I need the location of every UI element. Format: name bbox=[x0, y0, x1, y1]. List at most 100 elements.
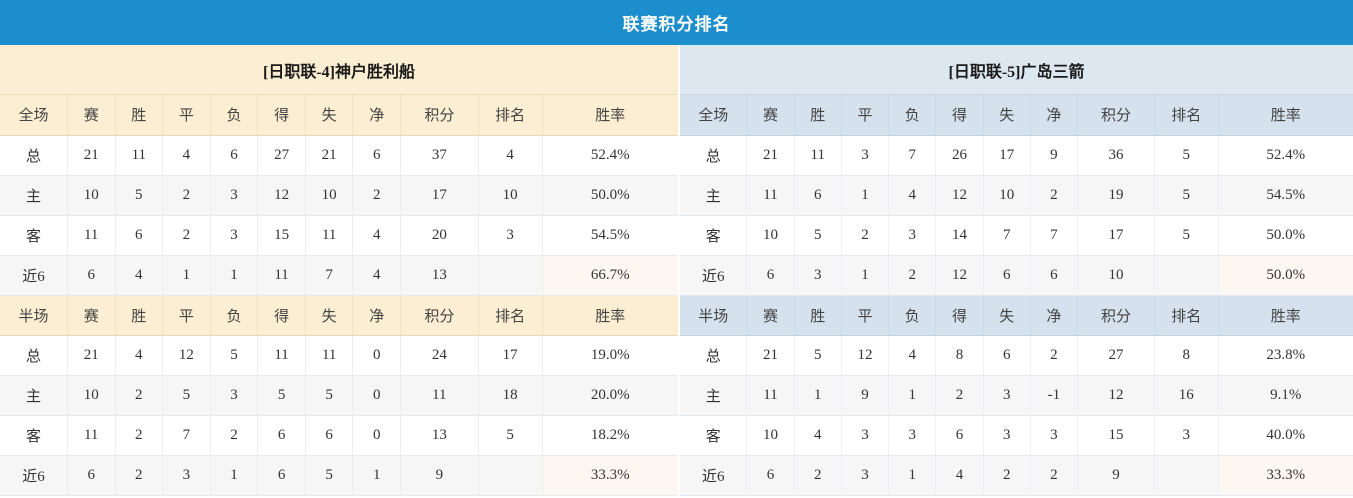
cell-goals-against: 2 bbox=[983, 455, 1031, 496]
table-row[interactable]: 主 10 2 5 3 5 5 0 11 18 20.0% bbox=[0, 375, 678, 416]
col-header-goals-against: 失 bbox=[983, 95, 1031, 136]
row-label: 近6 bbox=[680, 455, 748, 496]
page-title: 联赛积分排名 bbox=[622, 15, 731, 34]
cell-played: 21 bbox=[67, 335, 116, 376]
cell-win: 2 bbox=[794, 455, 842, 496]
table-row[interactable]: 总 21 11 3 7 26 17 9 36 5 52.4% bbox=[680, 135, 1353, 176]
cell-goals-for: 11 bbox=[257, 335, 306, 376]
cell-win-rate: 20.0% bbox=[542, 375, 678, 416]
cell-win: 5 bbox=[115, 175, 164, 216]
cell-win: 2 bbox=[115, 455, 164, 496]
cell-draw: 1 bbox=[841, 255, 890, 296]
cell-loss: 2 bbox=[210, 415, 259, 456]
cell-points: 13 bbox=[400, 415, 479, 456]
table-row[interactable]: 主 11 6 1 4 12 10 2 19 5 54.5% bbox=[680, 175, 1353, 216]
cell-goals-for: 6 bbox=[257, 455, 306, 496]
cell-points: 15 bbox=[1077, 415, 1155, 456]
table-row[interactable]: 客 11 2 7 2 6 6 0 13 5 18.2% bbox=[0, 415, 678, 456]
cell-win: 5 bbox=[794, 335, 842, 376]
team-panels-container: [日职联-4]神户胜利船 全场 赛 胜 平 负 得 失 净 积分 bbox=[0, 45, 1353, 498]
team-panel-right: [日职联-5]广岛三箭 全场 赛 胜 平 负 得 失 净 积分 排名 bbox=[680, 45, 1353, 498]
section-header-row: 全场 赛 胜 平 负 得 失 净 积分 排名 胜率 bbox=[680, 95, 1353, 136]
cell-draw: 1 bbox=[162, 255, 211, 296]
row-label: 主 bbox=[0, 175, 68, 216]
col-header-scope: 半场 bbox=[0, 295, 68, 336]
cell-win-rate: 23.8% bbox=[1218, 335, 1353, 376]
stats-table-right: 全场 赛 胜 平 负 得 失 净 积分 排名 胜率 总 21 11 3 bbox=[680, 95, 1353, 496]
cell-goal-diff: -1 bbox=[1030, 375, 1079, 416]
cell-loss: 3 bbox=[210, 175, 259, 216]
page-header-bar: 联赛积分排名 bbox=[0, 0, 1353, 45]
cell-win: 4 bbox=[115, 335, 164, 376]
cell-draw: 2 bbox=[162, 175, 211, 216]
col-header-draw: 平 bbox=[162, 295, 211, 336]
table-row[interactable]: 主 11 1 9 1 2 3 -1 12 16 9.1% bbox=[680, 375, 1353, 416]
cell-draw: 7 bbox=[162, 415, 211, 456]
cell-win: 4 bbox=[794, 415, 842, 456]
table-row[interactable]: 主 10 5 2 3 12 10 2 17 10 50.0% bbox=[0, 175, 678, 216]
cell-rank: 5 bbox=[1154, 135, 1219, 176]
col-header-win-rate: 胜率 bbox=[1218, 95, 1353, 136]
cell-goal-diff: 2 bbox=[1030, 335, 1079, 376]
cell-draw: 12 bbox=[841, 335, 890, 376]
cell-win-rate: 40.0% bbox=[1218, 415, 1353, 456]
table-row[interactable]: 近6 6 2 3 1 4 2 2 9 33.3% bbox=[680, 455, 1353, 496]
cell-rank: 3 bbox=[478, 215, 543, 256]
cell-goals-against: 6 bbox=[983, 335, 1031, 376]
cell-rank: 3 bbox=[1154, 415, 1219, 456]
table-row[interactable]: 客 10 4 3 3 6 3 3 15 3 40.0% bbox=[680, 415, 1353, 456]
cell-goals-for: 5 bbox=[257, 375, 306, 416]
row-label: 主 bbox=[0, 375, 68, 416]
cell-win: 4 bbox=[115, 255, 164, 296]
cell-goal-diff: 6 bbox=[1030, 255, 1079, 296]
cell-win-rate: 50.0% bbox=[1218, 255, 1353, 296]
cell-goals-for: 6 bbox=[935, 415, 984, 456]
table-row[interactable]: 客 11 6 2 3 15 11 4 20 3 54.5% bbox=[0, 215, 678, 256]
cell-played: 21 bbox=[746, 135, 795, 176]
table-row[interactable]: 近6 6 2 3 1 6 5 1 9 33.3% bbox=[0, 455, 678, 496]
cell-win: 6 bbox=[115, 215, 164, 256]
col-header-win-rate: 胜率 bbox=[542, 295, 678, 336]
cell-goals-for: 6 bbox=[257, 415, 306, 456]
col-header-scope: 半场 bbox=[680, 295, 748, 336]
cell-goals-for: 12 bbox=[935, 175, 984, 216]
cell-goals-for: 26 bbox=[935, 135, 984, 176]
cell-loss: 4 bbox=[888, 175, 937, 216]
cell-played: 6 bbox=[746, 255, 795, 296]
table-row[interactable]: 近6 6 4 1 1 11 7 4 13 66.7% bbox=[0, 255, 678, 296]
table-row[interactable]: 总 21 11 4 6 27 21 6 37 4 52.4% bbox=[0, 135, 678, 176]
col-header-played: 赛 bbox=[67, 95, 116, 136]
cell-points: 37 bbox=[400, 135, 479, 176]
cell-win-rate: 33.3% bbox=[542, 455, 678, 496]
col-header-played: 赛 bbox=[746, 95, 795, 136]
cell-win-rate: 54.5% bbox=[1218, 175, 1353, 216]
cell-goals-for: 12 bbox=[257, 175, 306, 216]
col-header-goals-against: 失 bbox=[983, 295, 1031, 336]
row-label: 主 bbox=[680, 175, 748, 216]
table-row[interactable]: 总 21 5 12 4 8 6 2 27 8 23.8% bbox=[680, 335, 1353, 376]
cell-win: 5 bbox=[794, 215, 842, 256]
table-row[interactable]: 客 10 5 2 3 14 7 7 17 5 50.0% bbox=[680, 215, 1353, 256]
row-label: 客 bbox=[0, 215, 68, 256]
cell-loss: 7 bbox=[888, 135, 937, 176]
cell-played: 21 bbox=[67, 135, 116, 176]
table-row[interactable]: 近6 6 3 1 2 12 6 6 10 50.0% bbox=[680, 255, 1353, 296]
cell-points: 36 bbox=[1077, 135, 1155, 176]
cell-win: 2 bbox=[115, 415, 164, 456]
cell-rank: 17 bbox=[478, 335, 543, 376]
col-header-loss: 负 bbox=[888, 295, 937, 336]
cell-loss: 1 bbox=[210, 255, 259, 296]
cell-win-rate: 54.5% bbox=[542, 215, 678, 256]
cell-played: 11 bbox=[746, 175, 795, 216]
col-header-draw: 平 bbox=[162, 95, 211, 136]
cell-points: 17 bbox=[1077, 215, 1155, 256]
cell-rank bbox=[478, 455, 543, 496]
table-row[interactable]: 总 21 4 12 5 11 11 0 24 17 19.0% bbox=[0, 335, 678, 376]
col-header-goals-for: 得 bbox=[935, 95, 984, 136]
section-header-row: 全场 赛 胜 平 负 得 失 净 积分 排名 胜率 bbox=[0, 95, 678, 136]
col-header-win: 胜 bbox=[794, 95, 842, 136]
cell-points: 27 bbox=[1077, 335, 1155, 376]
cell-draw: 3 bbox=[841, 415, 890, 456]
cell-played: 11 bbox=[67, 215, 116, 256]
cell-rank: 5 bbox=[1154, 215, 1219, 256]
